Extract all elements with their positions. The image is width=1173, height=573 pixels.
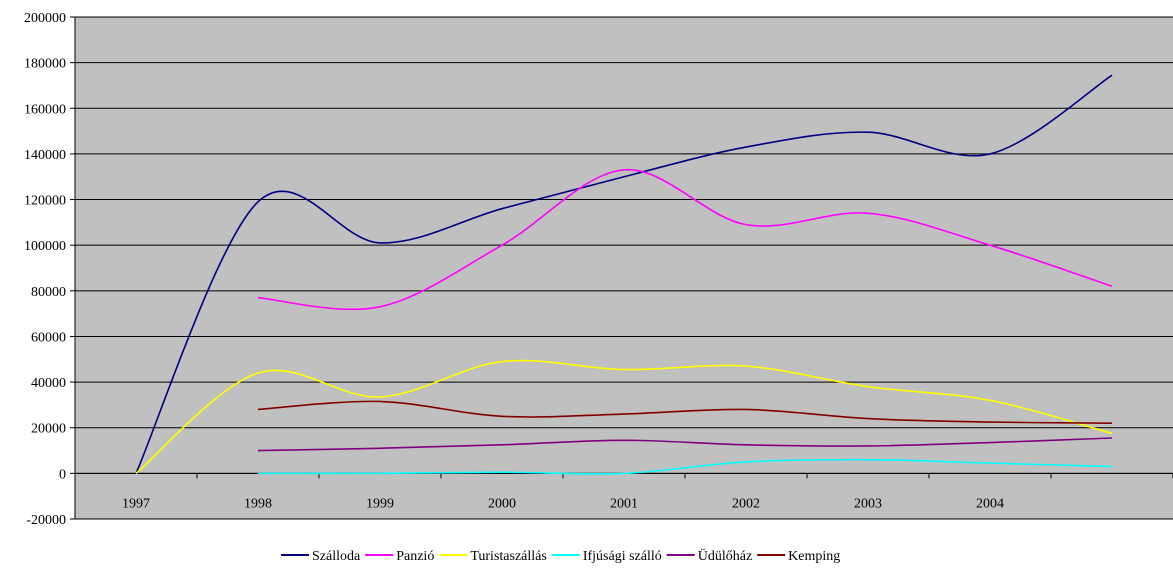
legend: Szálloda Panzió Turistaszállás Ifjúsági szá… — [281, 547, 840, 564]
y-axis-tick-labels: -20000 0 20000 40000 60000 80000 100000 120000 1… — [24, 11, 66, 528]
y-tick-label: 180000 — [24, 57, 66, 72]
y-tick-label: 0 — [59, 467, 66, 482]
series-line-2 — [257, 169, 1113, 311]
y-tick-label: 120000 — [24, 194, 66, 209]
x-tick-label: 1999 — [366, 496, 394, 511]
y-tick-label: 200000 — [24, 11, 66, 26]
series-line-5 — [257, 437, 1113, 452]
plot-area — [75, 17, 1173, 519]
x-axis-tick-labels: 1997 1998 1999 2000 2001 2002 2003 2004 — [74, 473, 1173, 511]
series-lines — [135, 74, 1113, 475]
legend-label-3: Turistaszállás — [470, 549, 546, 564]
legend-label-5: Üdülőház — [698, 547, 752, 564]
y-tick-label: 160000 — [24, 102, 66, 117]
x-tick-label: 2003 — [854, 496, 882, 511]
x-tick-label: 2001 — [610, 496, 638, 511]
y-tick-label: 140000 — [24, 148, 66, 163]
y-tick-label: 20000 — [31, 422, 66, 437]
legend-label-2: Panzió — [396, 549, 434, 564]
x-tick-label: 2002 — [732, 496, 760, 511]
series-line-4 — [257, 458, 1113, 475]
series-line-3 — [135, 359, 1113, 474]
y-tick-label: 60000 — [31, 330, 66, 345]
y-tick-label: 80000 — [31, 285, 66, 300]
legend-label-1: Szálloda — [312, 549, 361, 564]
x-tick-label: 2004 — [976, 496, 1004, 511]
legend-label-4: Ifjúsági szálló — [583, 549, 662, 564]
y-tick-label: 100000 — [24, 239, 66, 254]
series-line-1 — [135, 74, 1113, 474]
x-tick-label: 1998 — [244, 496, 272, 511]
legend-label-6: Kemping — [788, 549, 840, 564]
y-tick-label: 40000 — [31, 376, 66, 391]
y-tick-label: -20000 — [26, 513, 66, 528]
series-line-6 — [257, 400, 1113, 424]
x-tick-label: 2000 — [488, 496, 516, 511]
x-tick-label: 1997 — [122, 496, 150, 511]
